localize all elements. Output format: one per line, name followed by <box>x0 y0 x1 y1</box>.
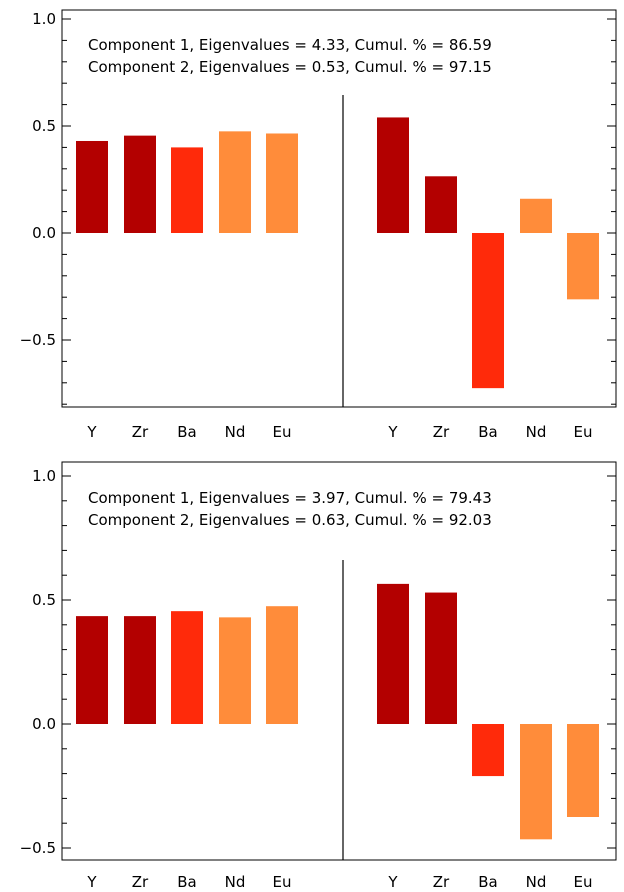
bar-component2-eu <box>567 724 599 817</box>
eigenvalue-annotation: Component 2, Eigenvalues = 0.53, Cumul. … <box>88 58 492 76</box>
x-tick-label: Eu <box>574 873 593 891</box>
bar-component2-eu <box>567 233 599 300</box>
bar-component2-zr <box>425 176 457 233</box>
bar-component2-nd <box>520 198 552 233</box>
y-tick-label: −0.5 <box>20 839 56 857</box>
x-tick-label: Y <box>86 423 97 441</box>
bar-component1-nd <box>219 617 251 724</box>
eigenvalue-annotation: Component 1, Eigenvalues = 4.33, Cumul. … <box>88 36 492 54</box>
x-tick-label: Ba <box>177 423 196 441</box>
bar-component2-y <box>377 583 409 724</box>
eigenvalue-annotation: Component 1, Eigenvalues = 3.97, Cumul. … <box>88 489 492 507</box>
eigenvalue-annotation: Component 2, Eigenvalues = 0.63, Cumul. … <box>88 511 492 529</box>
y-tick-label: 0.0 <box>32 715 56 733</box>
x-tick-label: Zr <box>433 423 450 441</box>
bar-component1-y <box>76 140 108 233</box>
x-tick-label: Y <box>86 873 97 891</box>
y-tick-label: 0.5 <box>32 117 56 135</box>
bar-component2-ba <box>472 724 504 777</box>
bar-component2-zr <box>425 592 457 724</box>
chart-panel-1: −0.5 0.0 0.5 1.0 Component 1, Eigenvalues = … <box>20 9 617 441</box>
x-tick-label: Zr <box>433 873 450 891</box>
x-tick-label: Eu <box>574 423 593 441</box>
plot-frame <box>61 461 617 861</box>
x-tick-label: Y <box>387 423 398 441</box>
x-tick-label: Nd <box>526 423 547 441</box>
y-tick-label: 0.0 <box>32 224 56 242</box>
y-tick-label: 1.0 <box>32 467 56 485</box>
bar-component2-ba <box>472 233 504 389</box>
x-tick-label: Ba <box>177 873 196 891</box>
bar-component1-ba <box>171 147 203 233</box>
x-tick-label: Zr <box>132 423 149 441</box>
bar-component1-ba <box>171 611 203 724</box>
plot-frame <box>61 9 617 408</box>
x-tick-label: Nd <box>225 873 246 891</box>
x-tick-label: Nd <box>225 423 246 441</box>
bar-component1-y <box>76 616 108 724</box>
x-tick-label: Y <box>387 873 398 891</box>
chart-panel-2: −0.5 0.0 0.5 1.0 Component 1, Eigenvalues = … <box>20 461 617 891</box>
x-tick-label: Eu <box>273 423 292 441</box>
y-tick-label: −0.5 <box>20 331 56 349</box>
bar-component1-nd <box>219 131 251 233</box>
x-tick-label: Ba <box>478 873 497 891</box>
bar-component1-zr <box>124 135 156 233</box>
x-tick-label: Eu <box>273 873 292 891</box>
bar-component1-zr <box>124 616 156 724</box>
y-tick-label: 1.0 <box>32 10 56 28</box>
x-tick-label: Nd <box>526 873 547 891</box>
bar-component2-nd <box>520 724 552 840</box>
x-tick-label: Ba <box>478 423 497 441</box>
x-tick-label: Zr <box>132 873 149 891</box>
bar-component2-y <box>377 117 409 233</box>
bar-component1-eu <box>266 606 298 724</box>
y-tick-label: 0.5 <box>32 591 56 609</box>
bar-component1-eu <box>266 133 298 233</box>
